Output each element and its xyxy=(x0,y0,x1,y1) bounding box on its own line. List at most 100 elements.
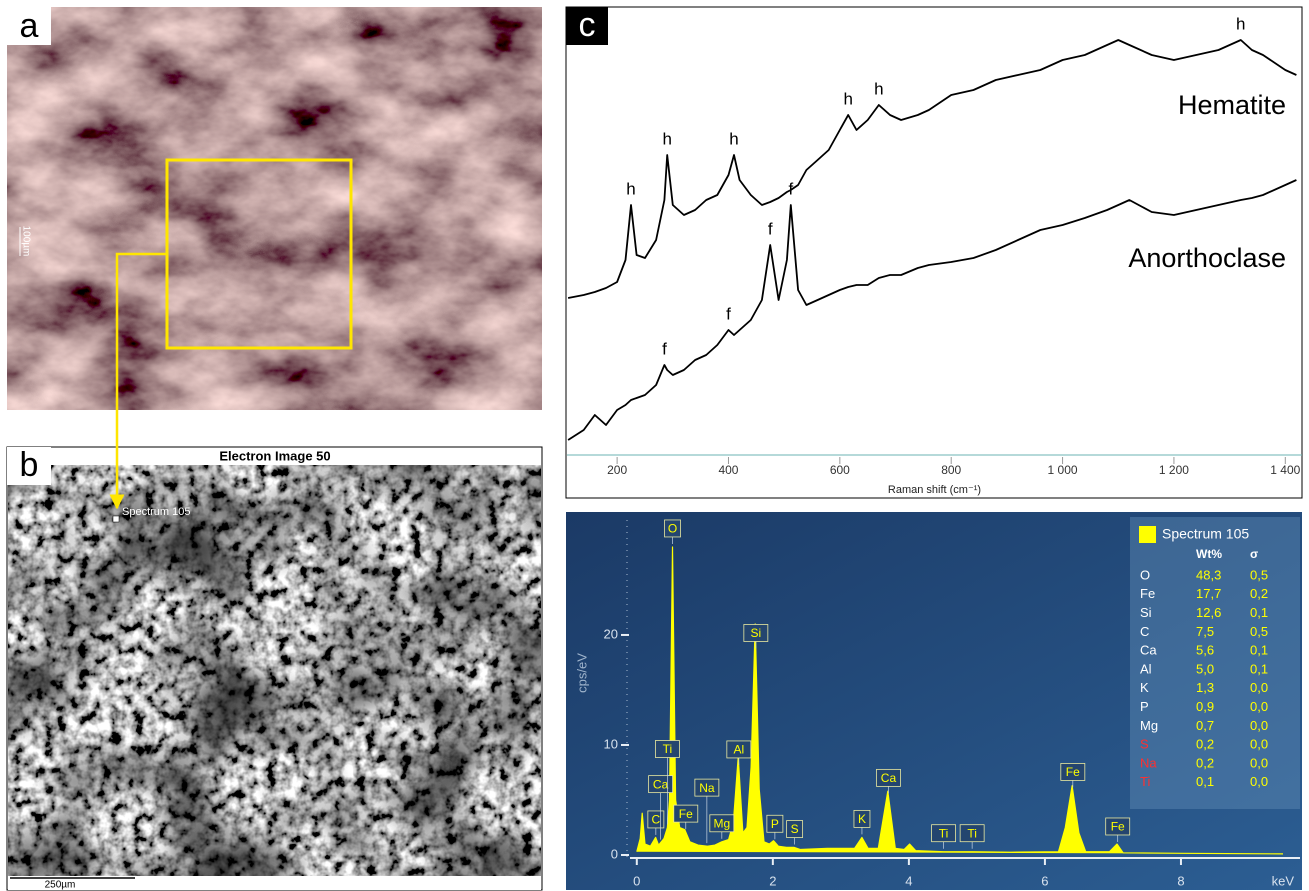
x-tick-label: 2 xyxy=(769,873,776,888)
marker-label: Spectrum 105 xyxy=(122,506,190,518)
table-sigma: 0,0 xyxy=(1250,680,1268,695)
x-tick-label: 4 xyxy=(905,873,912,888)
sem-shading xyxy=(8,465,541,876)
peak-element: S xyxy=(791,822,799,836)
peak-element: Ti xyxy=(967,826,977,840)
x-tick-label: 0 xyxy=(633,873,640,888)
scale-label: 250µm xyxy=(45,880,76,891)
peak-label: h xyxy=(729,129,738,148)
table-element: Mg xyxy=(1140,718,1158,733)
y-tick-label: 10 xyxy=(604,736,618,751)
table-wt: 48,3 xyxy=(1196,567,1221,582)
peak-label: f xyxy=(768,219,773,238)
peak-label: h xyxy=(626,179,635,198)
table-element: Ti xyxy=(1140,774,1150,789)
x-axis-label: Raman shift (cm⁻¹) xyxy=(888,484,981,496)
table-wt: 7,5 xyxy=(1196,624,1214,639)
table-element: Al xyxy=(1140,661,1152,676)
spectrum-marker xyxy=(113,516,119,522)
table-sigma: 0,2 xyxy=(1250,586,1268,601)
peak-element: P xyxy=(771,817,779,831)
peak-element: Fe xyxy=(1066,765,1080,779)
table-wt: 0,7 xyxy=(1196,718,1214,733)
table-element: Si xyxy=(1140,605,1152,620)
peak-element: C xyxy=(652,813,661,827)
peak-element: Al xyxy=(733,743,744,757)
image-title: Electron Image 50 xyxy=(219,448,330,463)
peak-element: Ti xyxy=(663,742,673,756)
peak-element: O xyxy=(668,522,677,536)
table-element: Fe xyxy=(1140,586,1155,601)
x-tick-label: 200 xyxy=(607,463,627,477)
x-tick-label: 400 xyxy=(718,463,738,477)
peak-label: f xyxy=(662,339,667,358)
table-sigma: 0,1 xyxy=(1250,605,1268,620)
table-wt: 0,2 xyxy=(1196,737,1214,752)
peak-label: h xyxy=(662,129,671,148)
panel-label: b xyxy=(20,446,39,484)
page: a 100µm Electron Image 50 b Spectrum 105… xyxy=(0,0,1309,891)
legend-swatch xyxy=(1139,526,1156,543)
panel-b: Electron Image 50 b Spectrum 105 250µm xyxy=(7,446,542,891)
table-element: S xyxy=(1140,737,1149,752)
x-tick-label: 1 000 xyxy=(1048,463,1078,477)
table-wt: 0,2 xyxy=(1196,755,1214,770)
table-header: σ xyxy=(1250,547,1258,561)
y-axis-label: cps/eV xyxy=(574,653,589,693)
table-wt: 0,1 xyxy=(1196,774,1214,789)
x-tick-label: 6 xyxy=(1041,873,1048,888)
peak-element: Ti xyxy=(939,826,949,840)
x-tick-label: 8 xyxy=(1177,873,1184,888)
table-sigma: 0,5 xyxy=(1250,567,1268,582)
table-wt: 1,3 xyxy=(1196,680,1214,695)
x-tick-label: 800 xyxy=(941,463,961,477)
panel-a: a 100µm xyxy=(7,7,542,410)
table-sigma: 0,5 xyxy=(1250,624,1268,639)
peak-label: h xyxy=(843,89,852,108)
peak-element: Na xyxy=(699,781,715,795)
y-tick-label: 20 xyxy=(604,626,618,641)
peak-element: Fe xyxy=(1111,820,1125,834)
peak-element: Si xyxy=(751,626,762,640)
series-label: Hematite xyxy=(1178,90,1286,120)
table-sigma: 0,0 xyxy=(1250,755,1268,770)
table-sigma: 0,0 xyxy=(1250,737,1268,752)
table-sigma: 0,1 xyxy=(1250,661,1268,676)
table-element: P xyxy=(1140,699,1149,714)
micrograph xyxy=(7,7,542,410)
peak-label: h xyxy=(874,79,883,98)
peak-element: Mg xyxy=(713,816,730,830)
table-element: K xyxy=(1140,680,1149,695)
table-element: Ca xyxy=(1140,643,1157,658)
peak-label: f xyxy=(788,179,793,198)
legend-label: Spectrum 105 xyxy=(1162,526,1249,542)
y-tick-label: 0 xyxy=(611,846,618,861)
x-tick-label: 1 400 xyxy=(1270,463,1300,477)
x-tick-label: 1 200 xyxy=(1159,463,1189,477)
scale-label: 100µm xyxy=(20,226,31,257)
x-axis-label: keV xyxy=(1272,873,1295,888)
panel-label: a xyxy=(20,7,39,45)
peak-element: Fe xyxy=(679,807,693,821)
figure: a 100µm Electron Image 50 b Spectrum 105… xyxy=(0,0,1309,891)
peak-element: K xyxy=(858,812,866,826)
series-label: Anorthoclase xyxy=(1128,243,1286,273)
peak-element: Ca xyxy=(881,771,897,785)
table-element: C xyxy=(1140,624,1149,639)
table-element: O xyxy=(1140,567,1150,582)
table-element: Na xyxy=(1140,755,1157,770)
table-wt: 5,6 xyxy=(1196,643,1214,658)
table-sigma: 0,0 xyxy=(1250,718,1268,733)
table-sigma: 0,0 xyxy=(1250,774,1268,789)
table-wt: 17,7 xyxy=(1196,586,1221,601)
peak-label: f xyxy=(726,304,731,323)
panel-label: c xyxy=(579,6,596,44)
table-sigma: 0,1 xyxy=(1250,643,1268,658)
peak-element: Ca xyxy=(653,777,669,791)
table-header: Wt% xyxy=(1196,547,1222,561)
table-sigma: 0,0 xyxy=(1250,699,1268,714)
table-wt: 5,0 xyxy=(1196,661,1214,676)
table-wt: 0,9 xyxy=(1196,699,1214,714)
peak-label: h xyxy=(1236,14,1245,33)
x-tick-label: 600 xyxy=(830,463,850,477)
